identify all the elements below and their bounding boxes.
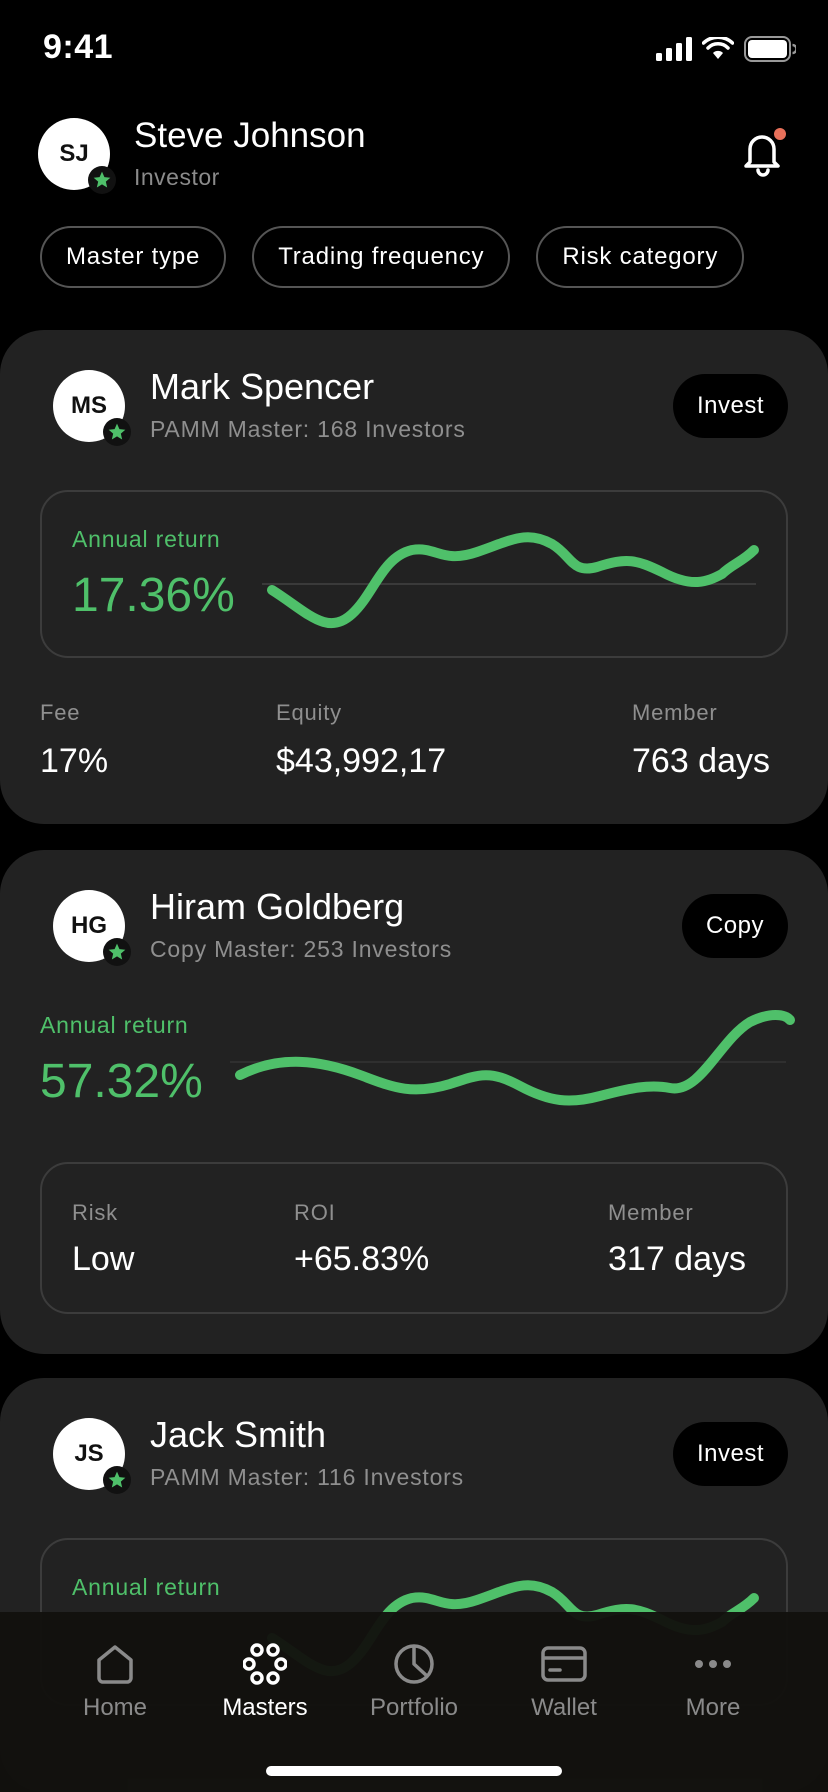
nav-more[interactable]: More [648, 1642, 778, 1722]
verified-badge [103, 938, 131, 966]
home-icon [97, 1645, 133, 1684]
annual-return-label: Annual return [72, 1574, 221, 1600]
nav-wallet[interactable]: Wallet [499, 1642, 629, 1722]
roi-label: ROI [294, 1200, 336, 1225]
notification-dot [774, 128, 786, 140]
user-name: Steve Johnson [134, 116, 366, 155]
master-subtitle: Copy Master: 253 Investors [150, 936, 453, 962]
master-subtitle: PAMM Master: 168 Investors [150, 416, 466, 442]
wifi-icon [702, 37, 734, 59]
member-label: Member [632, 700, 718, 725]
equity-label: Equity [276, 700, 342, 725]
member-label: Member [608, 1200, 694, 1225]
portfolio-icon [394, 1644, 434, 1684]
fee-value: 17% [40, 742, 109, 780]
avatar-initials: JS [74, 1440, 104, 1467]
annual-return-panel: Annual return 17.36% [40, 490, 788, 658]
copy-button[interactable]: Copy [681, 894, 788, 958]
return-sparkline [262, 532, 759, 629]
avatar: JS [53, 1418, 131, 1494]
master-name: Mark Spencer [150, 366, 375, 407]
avatar-initials: HG [71, 912, 107, 939]
avatar-initials: MS [71, 392, 107, 419]
master-card[interactable]: HG Hiram Goldberg Copy Master: 253 Inves… [0, 850, 828, 1354]
signal-icon [656, 37, 692, 61]
return-sparkline [230, 1010, 795, 1106]
status-icons [656, 36, 796, 62]
annual-return-value: 57.32% [40, 1055, 203, 1108]
fee-label: Fee [40, 700, 81, 725]
status-bar: 9:41 [0, 0, 828, 100]
verified-badge [103, 418, 131, 446]
risk-value: Low [72, 1240, 135, 1278]
equity-value: $43,992,17 [276, 742, 447, 780]
master-card[interactable]: MS Mark Spencer PAMM Master: 168 Investo… [0, 330, 828, 824]
nav-portfolio[interactable]: Portfolio [349, 1642, 479, 1722]
star-icon [108, 1471, 126, 1488]
avatar: MS [53, 370, 131, 446]
annual-return-label: Annual return [40, 1012, 189, 1038]
annual-return-label: Annual return [72, 526, 221, 552]
more-icon [695, 1660, 731, 1668]
verified-badge [88, 166, 116, 194]
nav-more-label: More [685, 1694, 741, 1721]
filter-risk-category[interactable]: Risk category [536, 226, 745, 288]
roi-value: +65.83% [294, 1240, 430, 1278]
risk-label: Risk [72, 1200, 118, 1225]
bottom-nav: Home Masters Portfolio Wallet [0, 1612, 828, 1792]
star-icon [93, 171, 111, 188]
nav-home-label: Home [82, 1694, 148, 1721]
nav-masters-label: Masters [222, 1694, 308, 1721]
stats-panel: Risk Low ROI +65.83% Member 317 days [40, 1162, 788, 1314]
master-name: Jack Smith [150, 1414, 327, 1455]
filter-trading-frequency[interactable]: Trading frequency [252, 226, 511, 288]
nav-portfolio-label: Portfolio [369, 1694, 459, 1721]
bell-icon[interactable] [736, 124, 790, 178]
filter-chips: Master type Trading frequency Risk categ… [40, 226, 745, 288]
star-icon [108, 423, 126, 440]
member-value: 763 days [632, 742, 770, 780]
master-name: Hiram Goldberg [150, 886, 405, 927]
profile-header: SJ Steve Johnson Investor [0, 112, 828, 212]
master-subtitle: PAMM Master: 116 Investors [150, 1464, 464, 1490]
user-role: Investor [134, 164, 220, 190]
invest-button[interactable]: Invest [672, 374, 788, 438]
masters-icon [243, 1643, 287, 1685]
nav-home[interactable]: Home [50, 1642, 180, 1722]
avatar: HG [53, 890, 131, 966]
battery-icon [744, 36, 796, 62]
wallet-icon [541, 1646, 587, 1682]
star-icon [108, 943, 126, 960]
invest-button[interactable]: Invest [672, 1422, 788, 1486]
filter-master-type[interactable]: Master type [40, 226, 227, 288]
status-time: 9:41 [43, 28, 114, 66]
nav-wallet-label: Wallet [531, 1694, 597, 1721]
avatar-initials: SJ [59, 140, 89, 167]
member-value: 317 days [608, 1240, 746, 1278]
nav-masters[interactable]: Masters [200, 1642, 330, 1722]
annual-return-value: 17.36% [72, 569, 235, 622]
avatar[interactable]: SJ [38, 118, 116, 194]
home-indicator [266, 1766, 562, 1776]
verified-badge [103, 1466, 131, 1494]
